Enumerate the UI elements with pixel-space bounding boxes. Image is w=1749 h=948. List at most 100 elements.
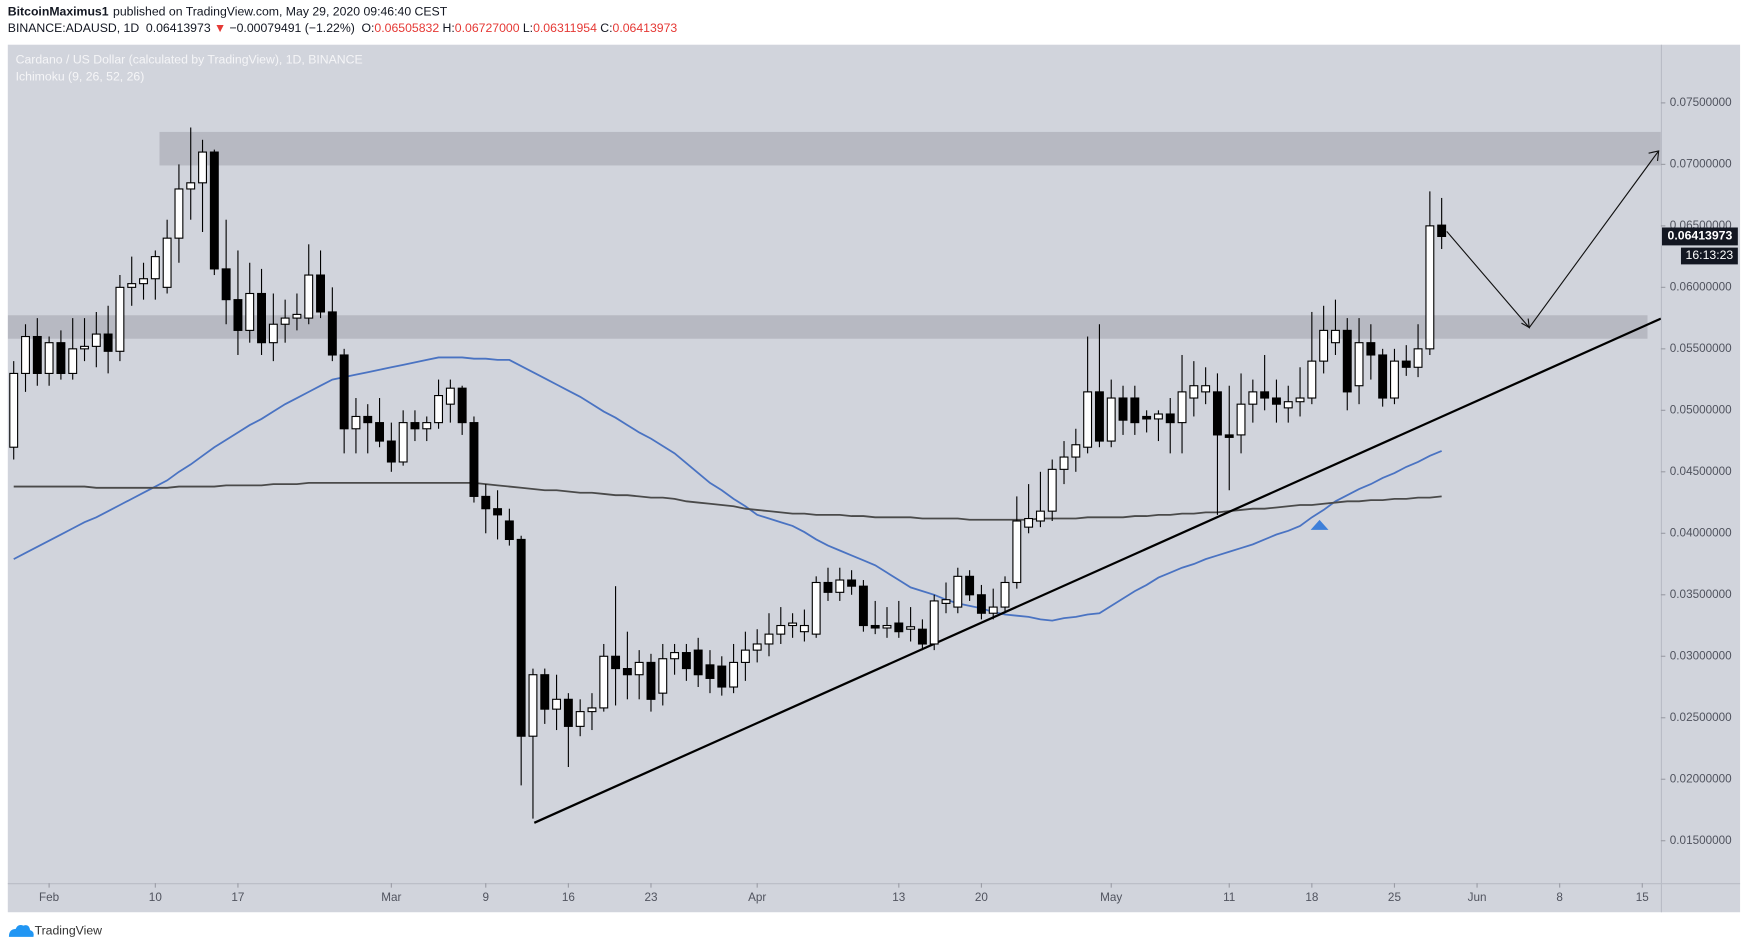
candle-body <box>32 335 42 374</box>
ohlc-value: 0.06413973 <box>613 21 678 35</box>
price-badges: 0.06413973 16:13:23 <box>1661 227 1738 265</box>
candle-body <box>1366 342 1376 356</box>
candle-body <box>528 674 538 737</box>
ohlc-label: O: <box>361 21 374 35</box>
y-tick-label: 0.07000000 <box>1670 157 1732 170</box>
plot-area <box>7 127 1661 824</box>
candle-body <box>634 661 644 676</box>
candle-body <box>209 151 219 270</box>
candle-body <box>1437 224 1447 237</box>
candle-body <box>363 415 373 424</box>
candle-body <box>280 317 290 325</box>
x-tick-label: Jun <box>1468 891 1487 904</box>
candle-body <box>906 626 916 630</box>
candle-body <box>1413 348 1423 368</box>
y-tick-label: 0.02000000 <box>1670 772 1732 785</box>
y-tick-label: 0.06000000 <box>1670 280 1732 293</box>
candle-body <box>469 422 479 497</box>
candle-body <box>764 633 774 645</box>
candle-body <box>434 395 444 424</box>
symbol: BINANCE:ADAUSD, 1D <box>8 21 140 35</box>
candle-body <box>457 387 467 424</box>
moving-average <box>13 356 1443 622</box>
candle-body <box>705 664 715 679</box>
change: −0.00079491 (−1.22%) <box>229 21 354 35</box>
ohlc-label: L: <box>523 21 533 35</box>
candle-body <box>56 342 66 374</box>
candle-body <box>870 624 880 629</box>
y-tick-label: 0.04500000 <box>1670 465 1732 478</box>
candle-body <box>1354 342 1364 387</box>
axes: 0.01500000 0.02000000 0.02500000 0.03000000… <box>39 96 1732 904</box>
candle-body <box>1165 413 1175 424</box>
candle-body <box>1201 385 1211 393</box>
countdown-badge <box>1680 247 1738 265</box>
arrow-head <box>1648 150 1660 162</box>
candle-body <box>693 649 703 676</box>
x-tick-label: 15 <box>1636 891 1650 904</box>
candle-body <box>1224 434 1234 438</box>
candle-body <box>1142 415 1152 420</box>
candle-body <box>174 188 184 239</box>
candle-body <box>103 333 113 352</box>
candle-body <box>894 622 904 633</box>
candles <box>9 127 1447 819</box>
candle-body <box>1378 354 1388 399</box>
x-tick-label: 8 <box>1556 891 1563 904</box>
cross-marker <box>1310 519 1329 530</box>
candle-body <box>1047 468 1057 512</box>
candle-body <box>929 600 939 645</box>
candle-body <box>717 665 727 688</box>
candle-body <box>552 698 562 710</box>
y-tick-label: 0.05000000 <box>1670 403 1732 416</box>
candle-body <box>1094 391 1104 442</box>
y-tick-label: 0.03000000 <box>1670 649 1732 662</box>
candle-body <box>186 182 196 190</box>
moving-averages <box>13 356 1443 622</box>
candle-body <box>917 628 927 645</box>
ohlc-label: H: <box>443 21 455 35</box>
candle-body <box>953 575 963 608</box>
y-tick-label: 0.03500000 <box>1670 588 1732 601</box>
candle-body <box>221 268 231 301</box>
candle-body <box>976 594 986 614</box>
candle-body <box>1106 397 1116 442</box>
candle-body <box>386 440 396 463</box>
candle-body <box>1177 391 1187 424</box>
candle-body <box>681 652 691 670</box>
candle-body <box>127 283 137 288</box>
indicator-label: Ichimoku (9, 26, 52, 26) <box>16 69 145 83</box>
candle-body <box>80 345 89 350</box>
ohlc-value: 0.06311954 <box>533 21 597 35</box>
candle-body <box>91 333 101 347</box>
countdown-label: 16:13:23 <box>1686 248 1734 262</box>
candle-body <box>1000 581 1010 608</box>
last-price: 0.06413973 <box>146 21 211 35</box>
candle-body <box>646 661 656 700</box>
candle-body <box>1389 360 1399 399</box>
ohlc-label: C: <box>600 21 612 35</box>
change-arrow: ▼ <box>214 21 226 35</box>
candle-body <box>1024 517 1034 528</box>
candle-body <box>1189 385 1199 399</box>
trendline <box>533 317 1661 824</box>
candle-body <box>162 237 172 288</box>
x-tick-label: May <box>1100 891 1122 904</box>
x-tick-label: 11 <box>1223 891 1235 904</box>
candle-body <box>788 622 798 627</box>
candle-body <box>740 649 750 663</box>
symbol-line: BINANCE:ADAUSD, 1D 0.06413973 ▼ −0.00079491… <box>8 21 678 35</box>
candle-body <box>1401 360 1411 368</box>
brand-logo <box>8 925 34 937</box>
candle-body <box>1319 329 1329 362</box>
candle-body <box>1248 391 1258 405</box>
candle-body <box>835 579 845 593</box>
candle-body <box>670 652 680 660</box>
brand: TradingView <box>35 923 103 937</box>
x-tick-label: Mar <box>381 891 401 904</box>
candle-body <box>268 323 278 344</box>
candle-body <box>292 313 302 319</box>
x-tick-label: 18 <box>1305 891 1319 904</box>
candle-body <box>599 655 609 709</box>
